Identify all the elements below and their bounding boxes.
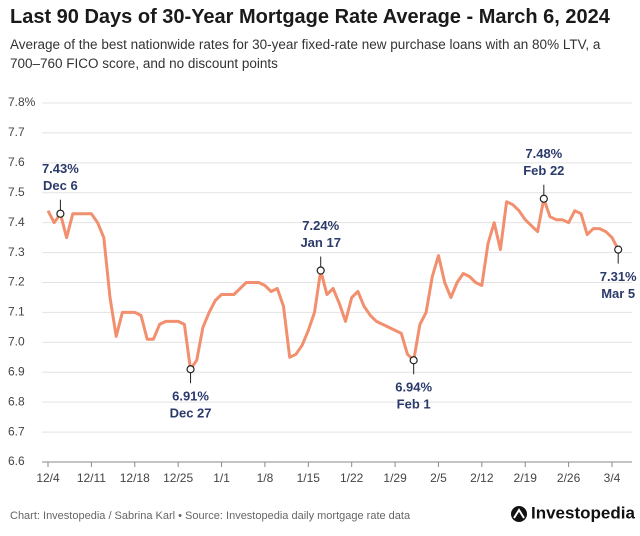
x-tick-label: 1/29 xyxy=(383,471,407,485)
brand-icon-mark xyxy=(513,508,525,519)
y-tick-label: 7.8% xyxy=(8,95,36,109)
brand-logo: Investopedia xyxy=(531,503,635,522)
annotated-point xyxy=(409,356,418,365)
date-label: Dec 6 xyxy=(43,178,78,193)
y-tick-label: 6.7 xyxy=(8,424,25,438)
data-label: 7.48% xyxy=(525,146,562,161)
data-label: 6.91% xyxy=(172,389,209,404)
y-tick-label: 7.6 xyxy=(8,155,25,169)
data-label: 7.43% xyxy=(42,161,79,176)
x-tick-label: 2/12 xyxy=(470,471,494,485)
y-tick-label: 7.4 xyxy=(8,215,25,229)
y-tick-label: 7.1 xyxy=(8,305,25,319)
source-note: Chart: Investopedia / Sabrina Karl • Sou… xyxy=(10,510,411,522)
data-label: 6.94% xyxy=(395,380,432,395)
date-label: Feb 22 xyxy=(523,163,564,178)
date-label: Feb 1 xyxy=(397,397,431,412)
x-tick-label: 2/5 xyxy=(430,471,447,485)
x-tick-label: 2/19 xyxy=(514,471,538,485)
y-tick-label: 7.3 xyxy=(8,245,25,259)
y-tick-label: 6.8 xyxy=(8,394,25,408)
chart-title: Last 90 Days of 30-Year Mortgage Rate Av… xyxy=(10,6,610,28)
y-tick-label: 7.5 xyxy=(8,185,25,199)
x-tick-label: 3/4 xyxy=(604,471,621,485)
y-tick-label: 6.9 xyxy=(8,364,25,378)
date-label: Dec 27 xyxy=(170,406,212,421)
x-tick-label: 1/22 xyxy=(340,471,364,485)
date-label: Jan 17 xyxy=(300,235,340,250)
data-label: 7.31% xyxy=(600,269,637,284)
y-tick-label: 6.6 xyxy=(8,454,25,468)
header: Last 90 Days of 30-Year Mortgage Rate Av… xyxy=(10,6,634,73)
x-tick-label: 12/18 xyxy=(120,471,150,485)
x-tick-label: 12/4 xyxy=(36,471,60,485)
y-tick-label: 7.2 xyxy=(8,275,25,289)
annotated-point xyxy=(316,266,325,275)
x-tick-label: 1/1 xyxy=(213,471,230,485)
x-tick-label: 1/8 xyxy=(257,471,274,485)
x-tick-label: 1/15 xyxy=(297,471,321,485)
y-tick-label: 7.0 xyxy=(8,335,25,349)
data-label: 7.24% xyxy=(302,218,339,233)
y-tick-label: 7.7 xyxy=(8,125,25,139)
chart-subtitle: Average of the best nationwide rates for… xyxy=(10,37,601,71)
annotated-point xyxy=(539,194,548,203)
x-tick-label: 12/25 xyxy=(163,471,193,485)
annotated-point xyxy=(614,245,623,254)
x-tick-label: 2/26 xyxy=(557,471,581,485)
x-tick-label: 12/11 xyxy=(77,471,106,485)
annotated-point xyxy=(56,209,65,218)
date-label: Mar 5 xyxy=(601,286,635,301)
annotated-point xyxy=(186,365,195,374)
rate-line xyxy=(46,197,620,371)
